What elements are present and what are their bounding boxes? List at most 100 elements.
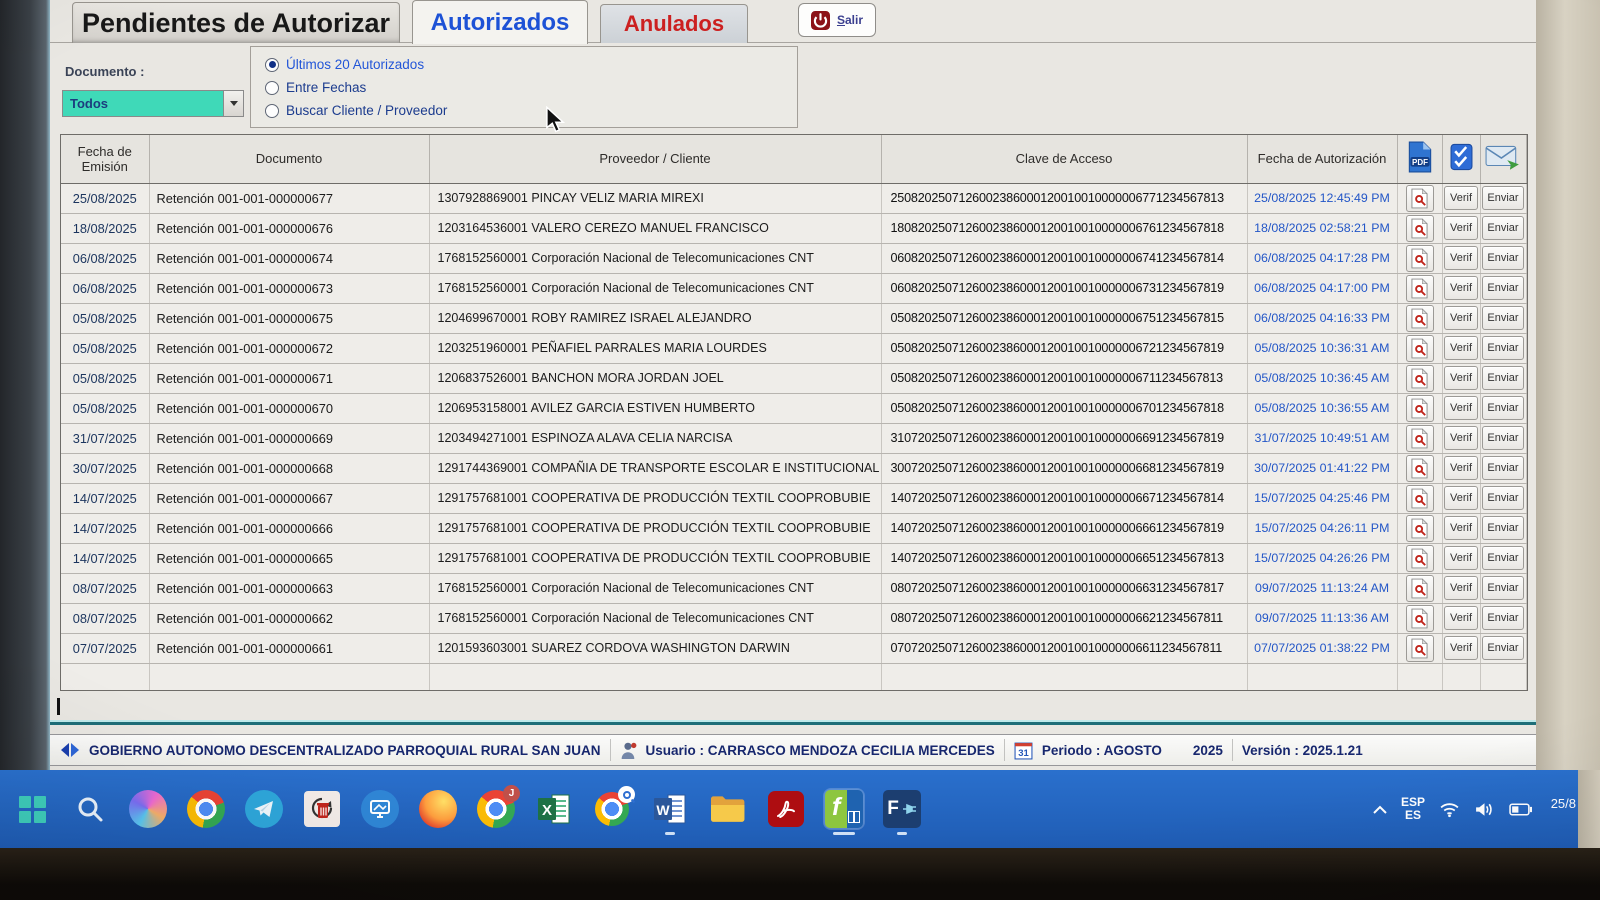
row-verif-button[interactable]: Verif xyxy=(1444,456,1478,480)
row-pdf-button[interactable] xyxy=(1405,184,1434,212)
row-pdf-button[interactable] xyxy=(1405,214,1434,242)
row-enviar-button[interactable]: Enviar xyxy=(1482,396,1524,420)
radio-entre-fechas[interactable]: Entre Fechas xyxy=(265,80,366,95)
row-enviar-button[interactable]: Enviar xyxy=(1482,546,1524,570)
row-pdf-button[interactable] xyxy=(1405,544,1434,572)
fenix-app-icon[interactable]: f xyxy=(824,789,864,835)
taskbar-clock[interactable]: 25/8 xyxy=(1550,796,1576,811)
row-pdf-button[interactable] xyxy=(1405,424,1434,452)
firefox-icon[interactable] xyxy=(418,789,458,829)
cell-proveedor: 1291757681001 COOPERATIVA DE PRODUCCIÓN … xyxy=(429,483,882,514)
row-verif-button[interactable]: Verif xyxy=(1444,396,1478,420)
row-pdf-button[interactable] xyxy=(1405,304,1434,332)
radio-selected-icon[interactable] xyxy=(265,57,279,72)
row-verif-button[interactable]: Verif xyxy=(1444,246,1478,270)
row-pdf-button[interactable] xyxy=(1405,334,1434,362)
row-enviar-button[interactable]: Enviar xyxy=(1482,486,1524,510)
file-explorer-icon[interactable] xyxy=(708,789,748,829)
excel-icon[interactable]: X xyxy=(534,789,574,829)
row-pdf-button[interactable] xyxy=(1405,574,1434,602)
row-enviar-button[interactable]: Enviar xyxy=(1482,636,1524,660)
cell-fecha-emision: 14/07/2025 xyxy=(61,513,150,544)
cell-fecha-emision: 06/08/2025 xyxy=(61,243,150,274)
row-enviar-button[interactable]: Enviar xyxy=(1482,306,1524,330)
row-enviar-button[interactable]: Enviar xyxy=(1482,366,1524,390)
radio-buscar-cliente[interactable]: Buscar Cliente / Proveedor xyxy=(265,103,447,118)
copilot-icon[interactable] xyxy=(128,789,168,829)
tab-anulados[interactable]: Anulados xyxy=(600,4,748,43)
row-enviar-button[interactable]: Enviar xyxy=(1482,246,1524,270)
cell-documento: Retención 001-001-000000671 xyxy=(149,363,430,394)
battery-icon[interactable] xyxy=(1509,802,1532,816)
row-pdf-button[interactable] xyxy=(1405,604,1434,632)
row-enviar-button[interactable]: Enviar xyxy=(1482,606,1524,630)
tab-autorizados[interactable]: Autorizados xyxy=(412,0,588,44)
header-send-mail-icon[interactable] xyxy=(1480,135,1527,184)
active-indicator xyxy=(833,832,855,835)
row-pdf-button[interactable] xyxy=(1405,244,1434,272)
row-enviar-button[interactable]: Enviar xyxy=(1482,216,1524,240)
text-caret xyxy=(57,698,60,715)
salir-button[interactable]: Salir xyxy=(798,3,876,37)
tab-pendientes[interactable]: Pendientes de Autorizar xyxy=(72,2,400,43)
row-verif-button[interactable]: Verif xyxy=(1444,216,1478,240)
documento-select[interactable]: Todos xyxy=(62,90,244,117)
row-verif-button[interactable]: Verif xyxy=(1444,606,1478,630)
row-verif-button[interactable]: Verif xyxy=(1444,366,1478,390)
row-pdf-button[interactable] xyxy=(1405,394,1434,422)
header-verify-all-icon[interactable] xyxy=(1442,135,1481,184)
row-verif-button[interactable]: Verif xyxy=(1444,426,1478,450)
row-verif-button[interactable]: Verif xyxy=(1444,276,1478,300)
tray-chevron-up-icon[interactable] xyxy=(1373,805,1387,814)
wifi-icon[interactable] xyxy=(1439,801,1460,818)
header-pdf-export-icon[interactable]: PDF xyxy=(1397,135,1443,184)
row-verif-button[interactable]: Verif xyxy=(1444,546,1478,570)
row-pdf-button[interactable] xyxy=(1405,454,1434,482)
chevron-down-icon[interactable] xyxy=(223,91,243,116)
row-verif-button[interactable]: Verif xyxy=(1444,186,1478,210)
cell-fecha-autorizacion: 31/07/2025 10:49:51 AM xyxy=(1247,423,1398,454)
row-verif-button[interactable]: Verif xyxy=(1444,516,1478,540)
word-icon[interactable]: W xyxy=(650,789,690,835)
radio-icon[interactable] xyxy=(265,103,279,118)
row-enviar-button[interactable]: Enviar xyxy=(1482,276,1524,300)
language-indicator[interactable]: ESP ES xyxy=(1400,795,1425,822)
start-icon[interactable] xyxy=(12,789,52,829)
remote-desktop-icon[interactable] xyxy=(360,789,400,829)
row-pdf-button[interactable] xyxy=(1405,484,1434,512)
row-enviar-button[interactable]: Enviar xyxy=(1482,426,1524,450)
cell-clave-acceso: 0707202507126002386000120010010000006611… xyxy=(881,633,1248,664)
cell-fecha-autorizacion: 06/08/2025 04:17:28 PM xyxy=(1247,243,1398,274)
radio-ultimos20[interactable]: Últimos 20 Autorizados xyxy=(265,57,424,72)
row-pdf-button[interactable] xyxy=(1405,634,1434,662)
cell-documento: Retención 001-001-000000663 xyxy=(149,573,430,604)
row-pdf-button[interactable] xyxy=(1405,274,1434,302)
cell-proveedor: 1768152560001 Corporación Nacional de Te… xyxy=(429,573,882,604)
row-enviar-button[interactable]: Enviar xyxy=(1482,186,1524,210)
volume-icon[interactable] xyxy=(1474,801,1495,818)
documents-table: Fecha de Emisión Documento Proveedor / C… xyxy=(60,134,1528,691)
cell-documento: Retención 001-001-000000662 xyxy=(149,603,430,634)
browser-search-icon[interactable] xyxy=(592,786,635,829)
row-pdf-button[interactable] xyxy=(1405,364,1434,392)
chrome-profile-icon[interactable]: J xyxy=(476,785,520,829)
chrome-icon[interactable] xyxy=(186,789,226,829)
row-enviar-button[interactable]: Enviar xyxy=(1482,336,1524,360)
telegram-icon[interactable] xyxy=(244,789,284,829)
radio-icon[interactable] xyxy=(265,80,279,95)
row-verif-button[interactable]: Verif xyxy=(1444,486,1478,510)
row-verif-button[interactable]: Verif xyxy=(1444,306,1478,330)
acrobat-icon[interactable] xyxy=(766,789,806,829)
row-enviar-button[interactable]: Enviar xyxy=(1482,456,1524,480)
row-verif-button[interactable]: Verif xyxy=(1444,576,1478,600)
fesc-app-icon[interactable]: F xyxy=(882,789,922,835)
row-enviar-button[interactable]: Enviar xyxy=(1482,576,1524,600)
row-verif-button[interactable]: Verif xyxy=(1444,636,1478,660)
search-icon[interactable] xyxy=(70,789,110,829)
cell-fecha-autorizacion: 05/08/2025 10:36:31 AM xyxy=(1247,333,1398,364)
recycle-app-icon[interactable] xyxy=(302,789,342,829)
row-enviar-button[interactable]: Enviar xyxy=(1482,516,1524,540)
row-verif-button[interactable]: Verif xyxy=(1444,336,1478,360)
entity-book-icon xyxy=(60,742,80,758)
row-pdf-button[interactable] xyxy=(1405,514,1434,542)
